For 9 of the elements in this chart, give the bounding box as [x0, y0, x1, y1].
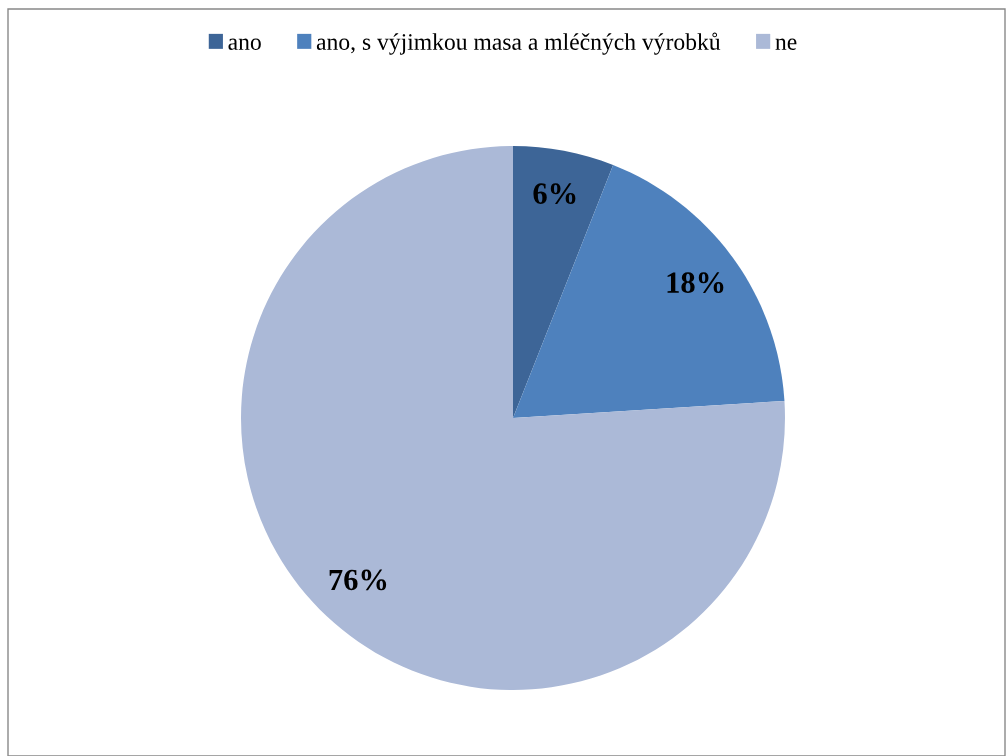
legend-label: ne [775, 38, 797, 50]
pie-slice [241, 146, 785, 690]
data-label: 6% [533, 183, 576, 204]
pie-slice [513, 165, 785, 418]
pie-slice [513, 146, 614, 418]
legend-label: ano [228, 38, 261, 50]
legend-label: ano, s výjimkou masa a mléčných výrobků [316, 32, 721, 55]
data-label: 76% [329, 569, 387, 591]
data-label: 18% [667, 272, 724, 294]
